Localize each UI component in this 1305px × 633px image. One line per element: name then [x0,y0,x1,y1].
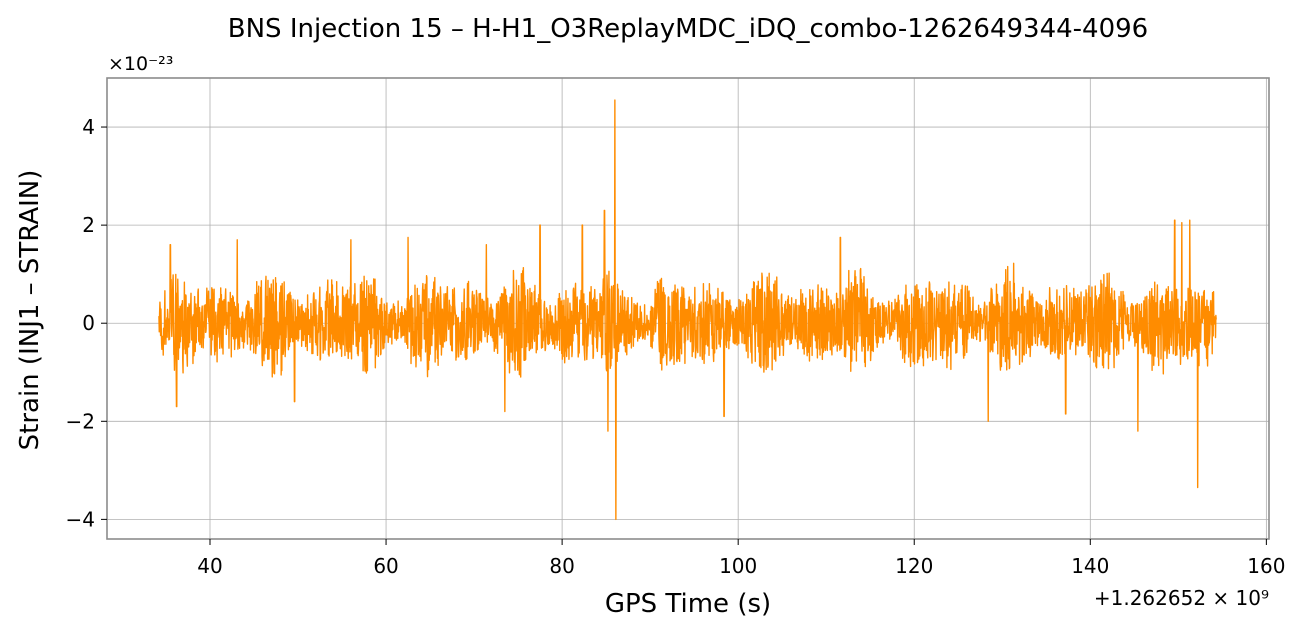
x-tick-label: 160 [1247,554,1285,578]
y-axis-label: Strain (INJ1 – STRAIN) [15,170,45,451]
chart-title: BNS Injection 15 – H-H1_O3ReplayMDC_iDQ_… [228,14,1148,44]
x-tick-label: 80 [549,554,574,578]
axes [106,77,1270,540]
y-tick-label: −4 [66,507,95,531]
y-tick-label: 0 [82,311,95,335]
y-tick-label: 2 [82,213,95,237]
x-tick-label: 40 [197,554,222,578]
plot-frame [106,77,1270,540]
x-axis-label: GPS Time (s) [605,589,771,619]
x-tick-label: 60 [373,554,398,578]
y-tick-label: −2 [66,409,95,433]
x-tick-label: 100 [719,554,757,578]
x-offset-label: +1.262652 × 10⁹ [1094,586,1269,610]
y-ticks: −4 −2 0 2 4 [66,115,107,531]
y-multiplier-label: ×10⁻²³ [108,53,173,75]
x-tick-label: 140 [1071,554,1109,578]
x-tick-label: 120 [895,554,933,578]
x-ticks: 40 60 80 100 120 140 160 [197,539,1285,578]
series-line [158,99,1217,521]
y-tick-label: 4 [82,115,95,139]
